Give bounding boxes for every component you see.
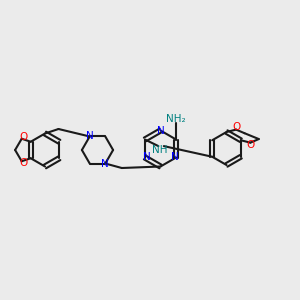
Text: O: O xyxy=(246,140,254,150)
Text: O: O xyxy=(19,132,27,142)
Text: N: N xyxy=(101,159,109,169)
Text: N: N xyxy=(171,152,178,163)
Text: NH: NH xyxy=(152,145,168,155)
Text: N: N xyxy=(86,131,94,141)
Text: O: O xyxy=(19,158,27,168)
Text: N: N xyxy=(142,152,150,163)
Text: NH₂: NH₂ xyxy=(166,114,186,124)
Text: N: N xyxy=(157,125,164,136)
Text: O: O xyxy=(232,122,240,133)
